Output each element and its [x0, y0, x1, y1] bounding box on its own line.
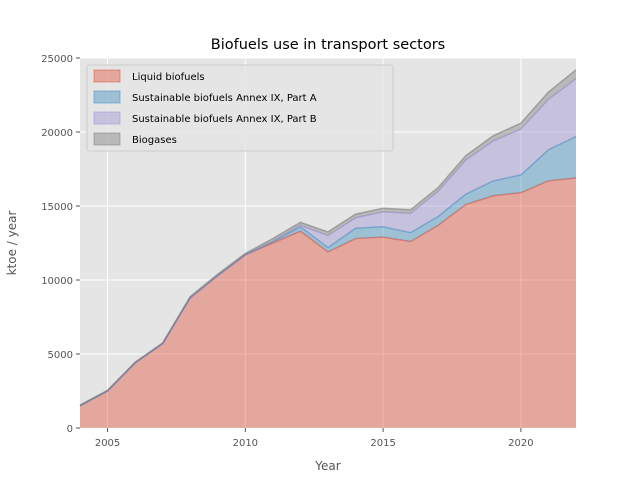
y-tick-label: 15000	[41, 202, 73, 213]
legend-swatch-1	[93, 90, 121, 104]
x-axis-label: Year	[314, 459, 340, 473]
legend: Liquid biofuels Sustainable biofuels Anne…	[86, 64, 394, 152]
legend-box	[86, 64, 394, 152]
legend-label-1: Sustainable biofuels Annex IX, Part A	[132, 93, 317, 104]
area-series-0	[80, 177, 576, 428]
x-tick-label: 2015	[370, 438, 395, 449]
y-tick-label: 10000	[41, 276, 73, 287]
y-tick-label: 25000	[41, 54, 73, 65]
legend-label-0: Liquid biofuels	[132, 72, 205, 83]
area-series-2	[80, 78, 576, 406]
x-tick-label: 2010	[233, 438, 258, 449]
area-series-edge-3	[79, 69, 577, 406]
legend-label-2: Sustainable biofuels Annex IX, Part B	[132, 114, 317, 125]
y-tick-label: 0	[67, 424, 73, 435]
legend-swatch-3	[93, 132, 121, 146]
area-series-layer	[79, 69, 577, 428]
y-tick-label: 5000	[48, 350, 73, 361]
x-tick-label: 2020	[508, 438, 533, 449]
axis-ticks: 0 5000 10000 15000 20000 25000 2005 2010 2015 202…	[41, 54, 533, 449]
x-tick-label: 2005	[95, 438, 120, 449]
legend-swatch-0	[93, 69, 121, 83]
y-tick-label: 20000	[41, 128, 73, 139]
y-axis-label: ktoe / year	[5, 211, 19, 276]
legend-swatch-2	[93, 111, 121, 125]
chart-title: Biofuels use in transport sectors	[211, 37, 446, 53]
legend-label-3: Biogases	[132, 135, 177, 146]
